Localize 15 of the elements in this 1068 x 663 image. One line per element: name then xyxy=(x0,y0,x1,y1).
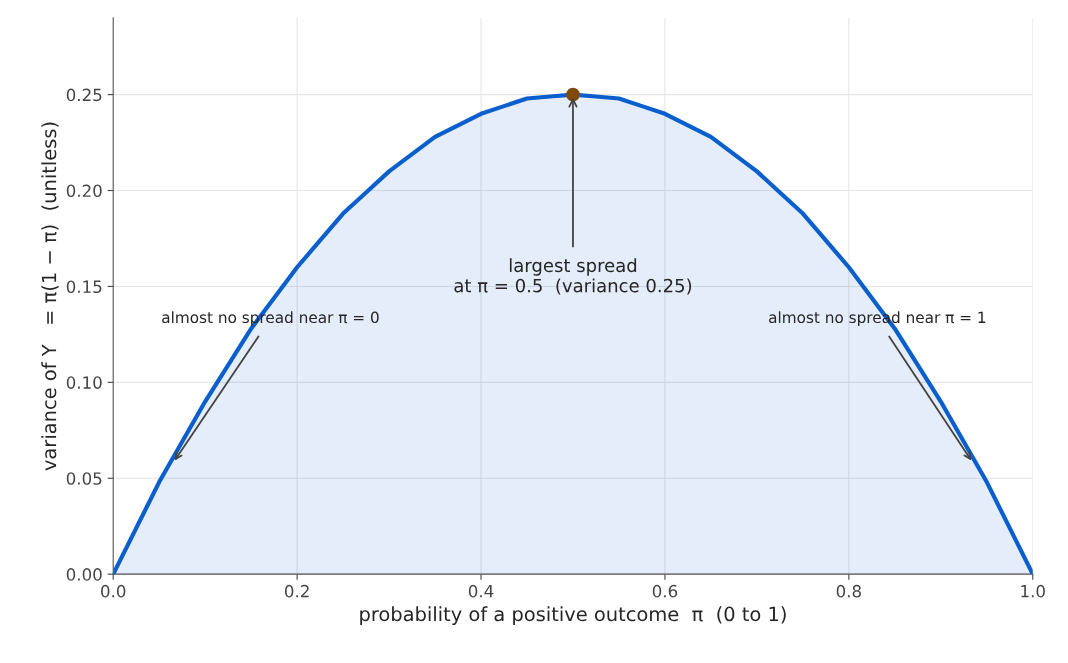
y-tick-label: 0.20 xyxy=(66,184,102,198)
x-tick-label: 0.0 xyxy=(101,584,126,598)
y-tick-label: 0.25 xyxy=(66,88,102,102)
y-tick-label: 0.10 xyxy=(66,376,102,389)
y-tick-label: 0.15 xyxy=(66,280,102,294)
y-tick-label: 0.05 xyxy=(66,472,102,485)
x-tick-label: 1.0 xyxy=(1021,584,1045,598)
y-axis-title: variance of Y = π(1 − π) (unitless) xyxy=(41,122,59,471)
x-tick-label: 0.6 xyxy=(652,584,678,598)
x-axis-title: probability of a positive outcome π (0 to 1) xyxy=(360,606,786,626)
x-tick-label: 0.8 xyxy=(836,584,861,598)
annotation: largest spread at π = 0.5 (variance 0.25) xyxy=(454,258,692,295)
x-tick-label: 0.4 xyxy=(468,584,494,598)
y-tick-label: 0.00 xyxy=(66,568,102,581)
x-tick-label: 0.2 xyxy=(284,584,309,598)
